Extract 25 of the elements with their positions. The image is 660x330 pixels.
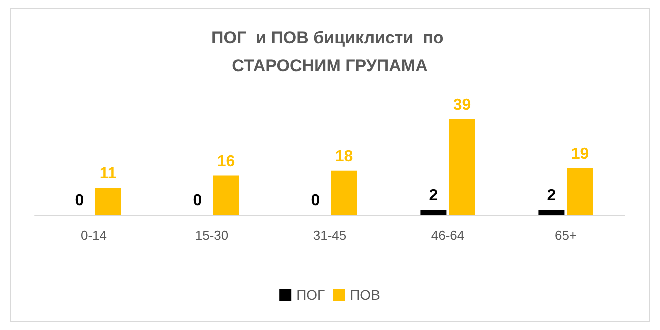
bar	[331, 170, 358, 215]
legend-label: ПОВ	[350, 287, 380, 303]
x-tick-label: 15-30	[195, 228, 229, 243]
bar	[95, 188, 122, 215]
data-label: 0	[311, 192, 320, 210]
data-label: 0	[75, 192, 84, 210]
chart-title: ПОГ и ПОВ бициклисти по СТАРОСНИМ ГРУПАМА	[211, 28, 449, 76]
data-label: 16	[217, 153, 236, 170]
x-tick-label: 31-45	[313, 228, 347, 243]
data-label: 11	[100, 166, 117, 183]
x-tick-label: 65+	[554, 228, 578, 243]
data-label: 0	[193, 192, 202, 210]
data-label: 39	[453, 96, 472, 114]
bar	[420, 210, 447, 215]
data-label: 2	[429, 188, 438, 205]
data-label: 18	[335, 148, 354, 166]
x-tick-label: 46-64	[431, 228, 465, 243]
data-label: 19	[571, 146, 590, 163]
bar	[213, 176, 240, 215]
legend-label: ПОГ	[296, 287, 326, 303]
bar	[449, 119, 476, 215]
bar	[567, 168, 594, 215]
x-tick-label: 0-14	[80, 228, 108, 243]
data-label: 2	[547, 188, 556, 205]
bar	[538, 210, 565, 215]
